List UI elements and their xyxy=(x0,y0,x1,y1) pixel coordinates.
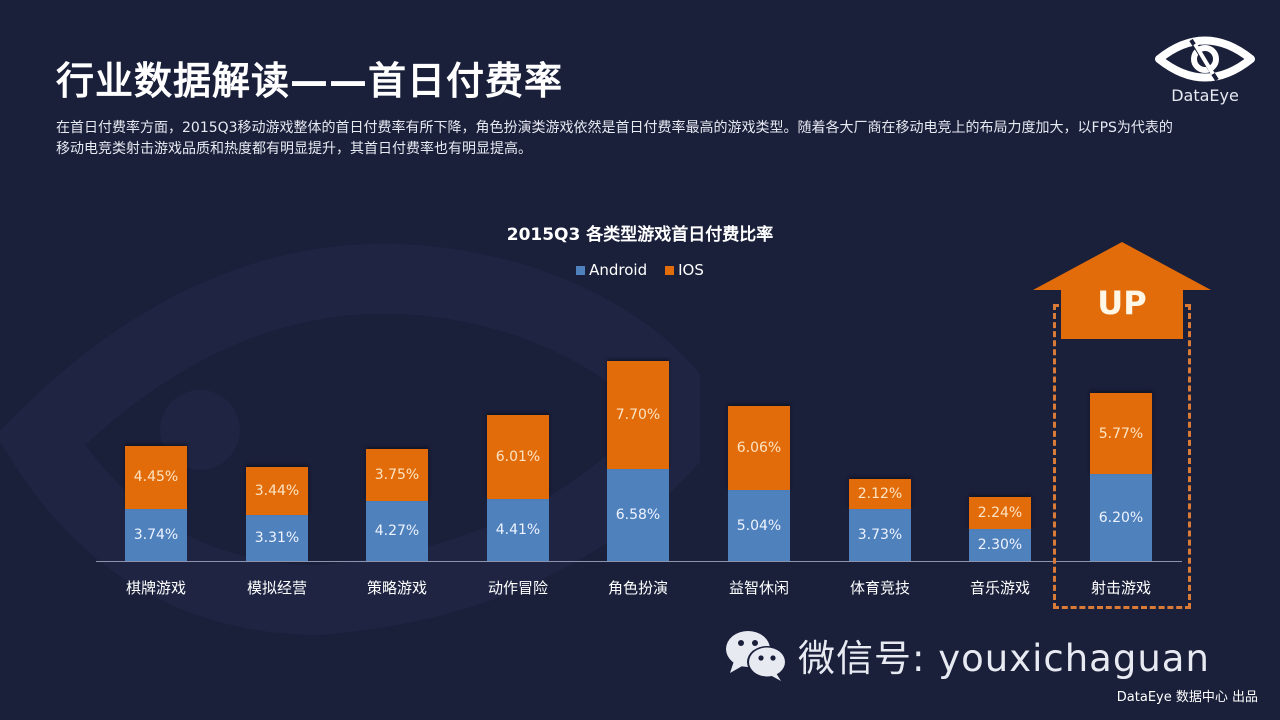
category-label: 棋牌游戏 xyxy=(125,579,186,597)
category-label: 角色扮演 xyxy=(607,579,668,597)
bar-segment-android: 4.41% xyxy=(487,499,549,561)
bar-segment-android: 2.30% xyxy=(969,528,1031,561)
category-label: 策略游戏 xyxy=(366,579,427,597)
category-label: 射击游戏 xyxy=(1090,579,1151,597)
android-swatch xyxy=(576,265,586,275)
bar-segment-android: 5.04% xyxy=(728,490,790,561)
category-label: 益智休闲 xyxy=(728,579,789,597)
up-arrow-icon xyxy=(1033,242,1211,339)
category-label: 模拟经营 xyxy=(246,579,307,597)
wechat-id: 微信号: youxichaguan xyxy=(798,637,1210,680)
chart-legend: Android IOS xyxy=(540,261,740,279)
bar-segment-android: 3.74% xyxy=(125,508,187,561)
bar-segment-android: 4.27% xyxy=(366,501,428,561)
eye-icon xyxy=(1155,36,1255,82)
legend-item-android: Android xyxy=(576,261,647,279)
wechat-footer: 微信号: youxichaguan xyxy=(724,628,1210,682)
x-axis-line xyxy=(96,561,1182,562)
bar-segment-ios: 3.75% xyxy=(366,448,428,502)
page-title: 行业数据解读——首日付费率 xyxy=(56,59,564,103)
bar-segment-ios: 2.24% xyxy=(969,497,1031,529)
highlight-dashed-box xyxy=(1053,304,1191,609)
logo-text: DataEye xyxy=(1171,86,1239,105)
dataeye-logo: DataEye xyxy=(1152,34,1258,105)
bar-segment-android: 3.31% xyxy=(246,514,308,561)
legend-label: Android xyxy=(589,261,648,279)
category-label: 体育竞技 xyxy=(849,579,910,597)
category-label: 动作冒险 xyxy=(487,579,548,597)
bar-segment-android: 3.73% xyxy=(849,508,911,561)
bar-segment-android: 6.58% xyxy=(607,468,669,561)
credit-text: DataEye 数据中心 出品 xyxy=(1116,690,1258,705)
legend-label: IOS xyxy=(678,261,704,279)
category-label: 音乐游戏 xyxy=(969,579,1030,597)
wechat-icon xyxy=(726,631,787,681)
chart-title: 2015Q3 各类型游戏首日付费比率 xyxy=(506,225,774,245)
bar-segment-ios: 3.44% xyxy=(246,466,308,515)
bar-segment-ios: 5.77% xyxy=(1090,393,1152,475)
legend-item-ios: IOS xyxy=(665,261,704,279)
intro-paragraph: 在首日付费率方面，2015Q3移动游戏整体的首日付费率有所下降，角色扮演类游戏依… xyxy=(56,120,1173,157)
bar-segment-ios: 6.01% xyxy=(487,415,549,500)
bar-segment-ios: 6.06% xyxy=(728,405,790,491)
ios-swatch xyxy=(665,265,675,275)
bar-segment-ios: 7.70% xyxy=(607,361,669,469)
up-annotation: UP xyxy=(1097,284,1147,322)
bar-segment-android: 6.20% xyxy=(1090,474,1152,561)
bar-segment-ios: 2.12% xyxy=(849,479,911,509)
bar-segment-ios: 4.45% xyxy=(125,446,187,509)
